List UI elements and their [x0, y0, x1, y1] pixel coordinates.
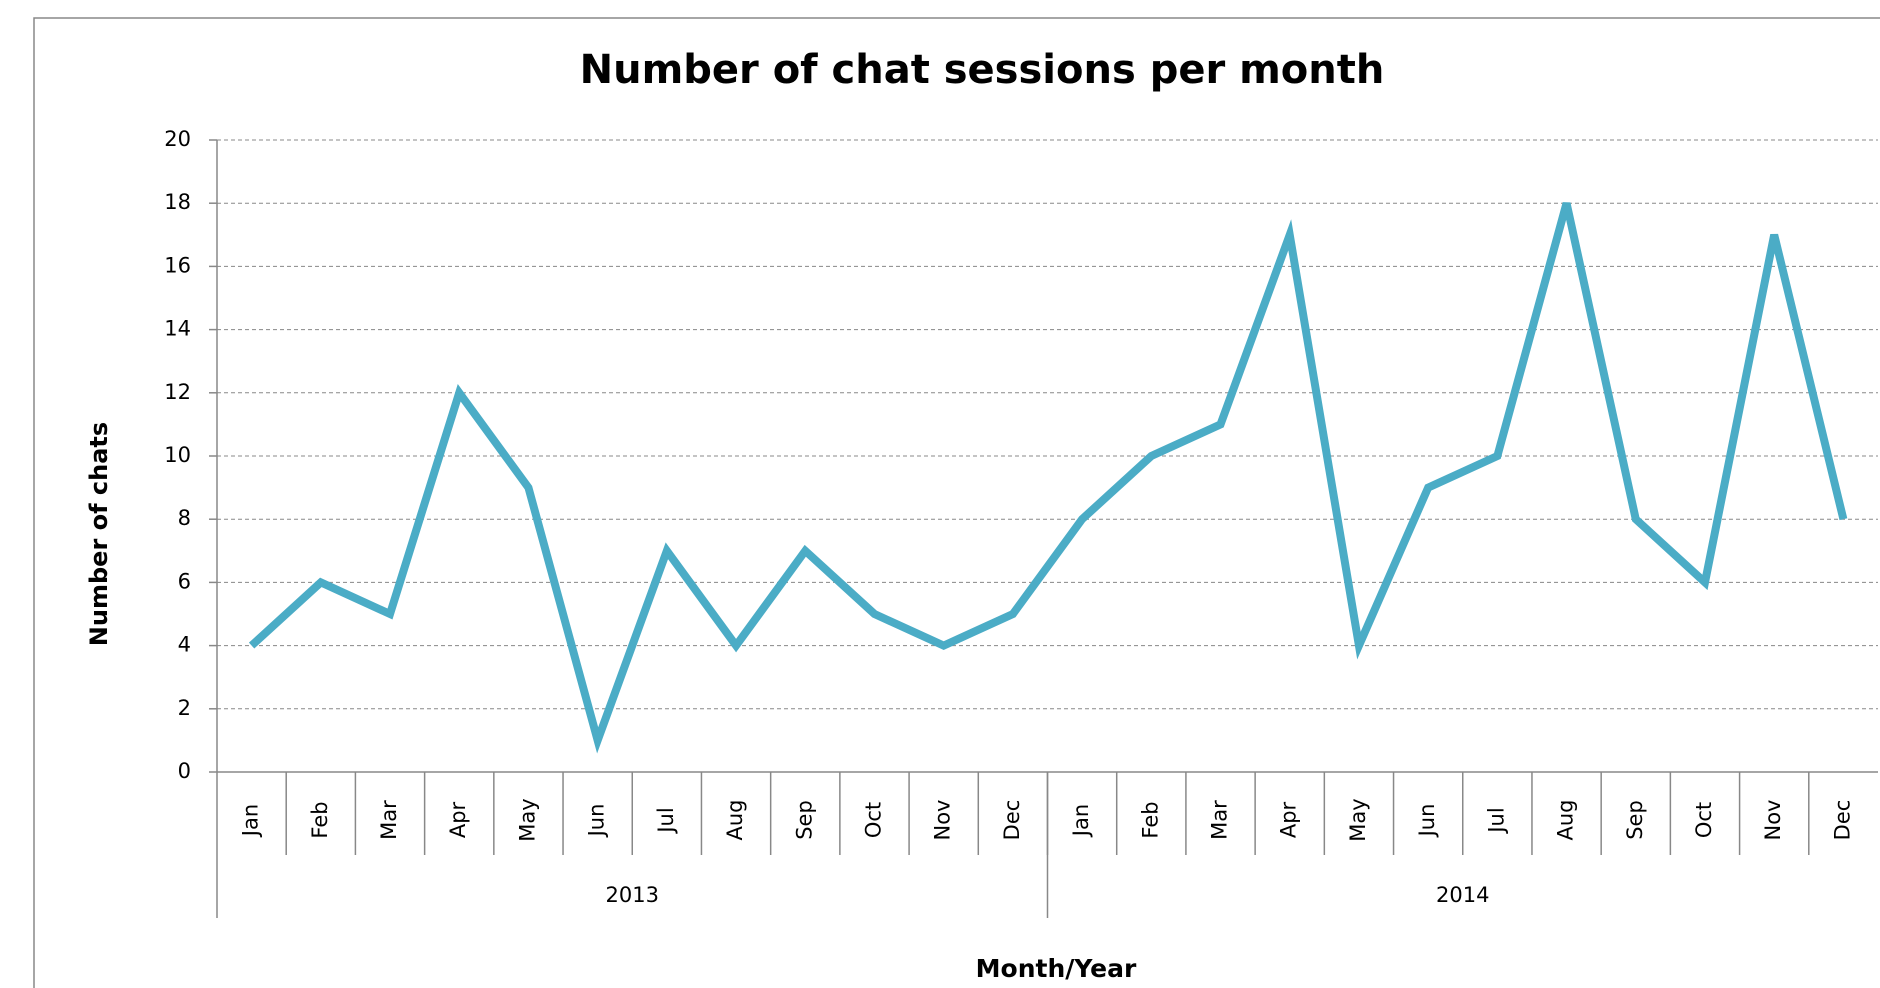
x-tick-label: Feb — [308, 801, 332, 838]
x-tick-label: Jul — [654, 807, 678, 834]
x-tick-label: Aug — [1554, 799, 1578, 840]
y-axis-title: Number of chats — [85, 422, 113, 646]
x-tick-label: Sep — [792, 800, 816, 840]
x-tick-label: Oct — [1692, 802, 1716, 838]
y-tick-label: 12 — [164, 380, 191, 404]
x-tick-label: Aug — [723, 799, 747, 840]
chart-frame — [33, 17, 1880, 988]
x-tick-label: Jun — [1415, 804, 1439, 839]
x-tick-label: Jan — [239, 804, 263, 838]
data-line — [248, 202, 1848, 754]
y-tick-label: 4 — [178, 633, 191, 657]
y-tick-label: 0 — [178, 759, 191, 783]
x-tick-label: Mar — [1208, 800, 1232, 840]
x-tick-label: Sep — [1623, 800, 1647, 840]
x-tick-label: Apr — [1277, 801, 1301, 838]
x-tick-label: Nov — [1761, 800, 1785, 841]
x-tick-label: Jul — [1484, 807, 1508, 834]
x-tick-label: Nov — [931, 800, 955, 841]
x-tick-label: Dec — [1830, 800, 1854, 841]
y-tick-label: 8 — [178, 506, 191, 530]
group-label: 2014 — [1436, 883, 1489, 907]
y-tick-label: 14 — [164, 317, 191, 341]
x-tick-label: Feb — [1138, 801, 1162, 838]
x-axis-title: Month/Year — [976, 954, 1137, 983]
group-label: 2013 — [606, 883, 659, 907]
y-tick-label: 20 — [164, 127, 191, 151]
x-tick-label: May — [515, 798, 539, 841]
x-tick-label: Mar — [377, 800, 401, 840]
x-tick-label: Oct — [861, 802, 885, 838]
x-tick-label: Apr — [446, 801, 470, 838]
x-tick-label: Dec — [1000, 800, 1024, 841]
y-tick-label: 16 — [164, 253, 191, 277]
chart-title: Number of chat sessions per month — [580, 47, 1385, 93]
y-tick-label: 6 — [178, 569, 191, 593]
y-tick-label: 10 — [164, 443, 191, 467]
x-tick-label: May — [1346, 798, 1370, 841]
x-tick-label: Jan — [1069, 804, 1093, 838]
y-tick-label: 18 — [164, 190, 191, 214]
x-tick-label: Jun — [585, 804, 609, 839]
y-tick-label: 2 — [178, 696, 191, 720]
